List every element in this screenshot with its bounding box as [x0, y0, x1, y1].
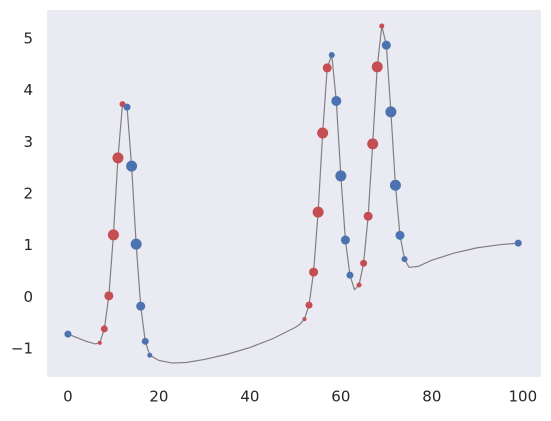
plot-area	[47, 10, 541, 377]
point	[356, 282, 362, 288]
point	[401, 256, 408, 263]
x-tick-label: 100	[508, 388, 537, 406]
point	[123, 103, 131, 111]
point	[389, 179, 401, 191]
point	[363, 211, 373, 221]
point	[385, 106, 397, 118]
point	[367, 138, 379, 150]
point	[305, 301, 313, 309]
point	[340, 235, 350, 245]
point	[97, 340, 102, 345]
point	[371, 61, 383, 73]
point	[309, 267, 319, 277]
point	[379, 23, 385, 29]
y-tick-label: 0	[23, 288, 33, 306]
point	[126, 160, 138, 172]
x-tick-label: 0	[63, 388, 73, 406]
point	[514, 239, 522, 247]
point	[395, 230, 405, 240]
point	[130, 238, 142, 250]
point	[346, 271, 354, 279]
point	[136, 301, 146, 311]
point	[302, 317, 307, 322]
y-tick-label: 5	[23, 29, 33, 47]
x-tick-label: 20	[149, 388, 168, 406]
y-tick-label: 2	[23, 185, 33, 203]
point	[112, 152, 124, 164]
x-tick-label: 80	[422, 388, 441, 406]
point	[104, 291, 114, 301]
point	[147, 352, 153, 358]
y-tick-label: 4	[23, 81, 33, 99]
y-tick-label: 1	[23, 236, 33, 254]
point	[141, 337, 149, 345]
x-tick-label: 60	[331, 388, 350, 406]
point	[360, 259, 368, 267]
point	[331, 95, 342, 106]
point	[335, 170, 347, 182]
point	[317, 127, 329, 139]
point	[381, 40, 391, 50]
y-tick-label: 3	[23, 133, 33, 151]
point	[328, 51, 335, 58]
y-tick-label: −1	[11, 340, 33, 358]
point	[312, 206, 324, 218]
point	[64, 330, 72, 338]
point	[100, 325, 108, 333]
point	[107, 229, 119, 241]
x-tick-label: 40	[240, 388, 259, 406]
point	[322, 63, 332, 73]
